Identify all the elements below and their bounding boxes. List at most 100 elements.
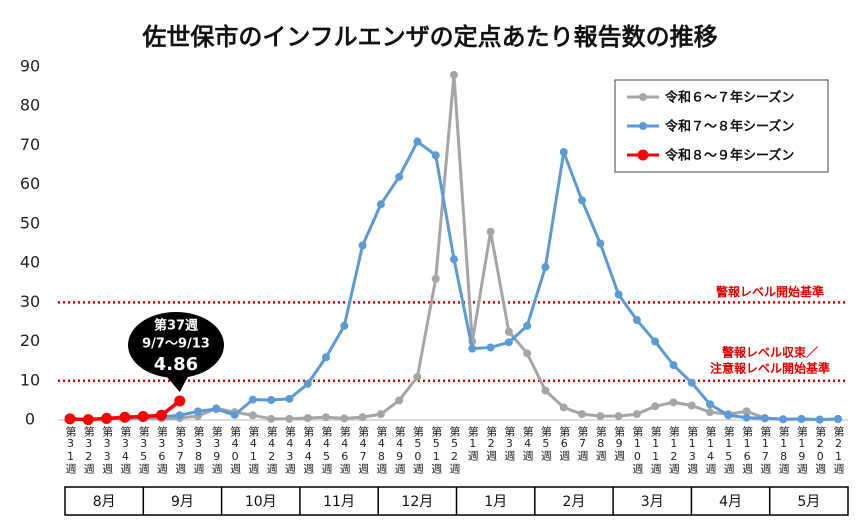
data-point [340,414,349,423]
data-point [175,411,184,420]
x-tick-label: 第18週 [777,425,790,474]
x-tick-label: 第20週 [814,425,827,474]
x-tick-label: 第17週 [759,425,772,474]
data-point [413,137,422,146]
month-label: 8月 [93,494,116,510]
data-point [155,409,167,421]
x-tick-label: 第19週 [795,425,808,474]
y-tick-label: 70 [20,135,40,154]
month-label: 3月 [641,494,664,510]
legend-label: 令和６～７年シーズン [665,90,794,106]
y-tick-label: 50 [20,213,40,232]
y-tick-label: 90 [20,57,40,76]
data-point [834,414,842,423]
data-point [578,196,586,205]
data-point [541,386,550,395]
legend-marker [639,122,647,130]
x-tick-label: 第13週 [686,425,699,474]
x-tick-label: 第46週 [338,425,351,474]
data-point [669,361,678,370]
data-point [119,411,131,423]
data-point [742,407,751,416]
data-point [450,70,458,79]
x-tick-label: 第34週 [119,425,132,474]
data-point [376,410,385,419]
month-label: 12月 [401,494,433,510]
month-label: 5月 [797,494,820,510]
data-point [450,255,458,264]
data-point [523,349,532,358]
data-point [632,315,641,324]
x-tick-label: 第40週 [229,425,242,474]
data-point [395,172,404,181]
y-tick-label: 60 [20,174,40,193]
data-point [724,411,733,420]
legend-label: 令和８～９年シーズン [665,148,794,164]
x-tick-label: 第50週 [411,425,424,474]
data-point [64,413,76,425]
data-point [486,227,495,236]
data-point [486,343,495,352]
y-tick-label: 0 [25,410,35,429]
data-point [523,321,532,330]
x-tick-label: 第31週 [64,425,77,474]
data-point [669,398,678,407]
callout-week: 第37週 [154,318,198,334]
data-point [358,241,367,250]
data-point [340,321,349,330]
x-tick-label: 第12週 [667,425,680,474]
x-tick-label: 第45週 [320,425,333,474]
x-tick-label: 第42週 [265,425,278,474]
month-label: 1月 [484,494,507,510]
data-point [395,396,404,405]
data-point [194,407,202,416]
data-point [797,414,806,423]
callout-value: 4.86 [154,354,198,375]
data-point [706,400,714,409]
data-point [651,402,660,411]
x-tick-label: 第47週 [357,425,370,474]
data-point [614,290,623,299]
legend-label: 令和７～８年シーズン [665,119,794,135]
x-tick-label: 第37週 [174,425,187,474]
reference-label: 注意報レベル開始基準 [710,360,830,375]
data-point [137,410,149,422]
x-tick-label: 第36週 [155,425,168,474]
data-point [742,413,751,422]
month-label: 9月 [171,494,194,510]
data-point [760,414,769,423]
legend-marker [637,149,649,161]
x-tick-label: 第51週 [430,425,443,474]
data-point [248,411,257,420]
data-point [322,413,330,422]
data-point [541,263,550,272]
data-point [632,410,641,419]
x-tick-label: 第4週 [521,425,534,461]
x-tick-label: 第6週 [558,425,571,461]
data-point [431,151,440,160]
reference-label: 警報レベル開始基準 [715,284,824,299]
data-point [376,200,385,209]
data-point [358,413,367,422]
data-point [687,401,696,410]
legend-marker [639,93,647,101]
x-tick-label: 第8週 [594,425,607,461]
data-point [230,410,239,419]
data-point [578,410,586,419]
data-point [706,408,714,417]
data-point [468,344,477,353]
x-tick-label: 第43週 [283,425,296,474]
data-point [267,414,276,423]
data-point [431,274,440,283]
data-point [267,395,276,404]
callout-bubble [128,312,224,378]
callout-period: 9/7～9/13 [142,337,210,352]
x-tick-label: 第14週 [704,425,717,474]
x-tick-label: 第33週 [101,425,114,474]
data-point [504,327,513,336]
x-tick-label: 第39週 [210,425,223,474]
x-tick-label: 第3週 [503,425,516,461]
x-tick-label: 第32週 [82,425,95,474]
data-point [779,415,788,424]
